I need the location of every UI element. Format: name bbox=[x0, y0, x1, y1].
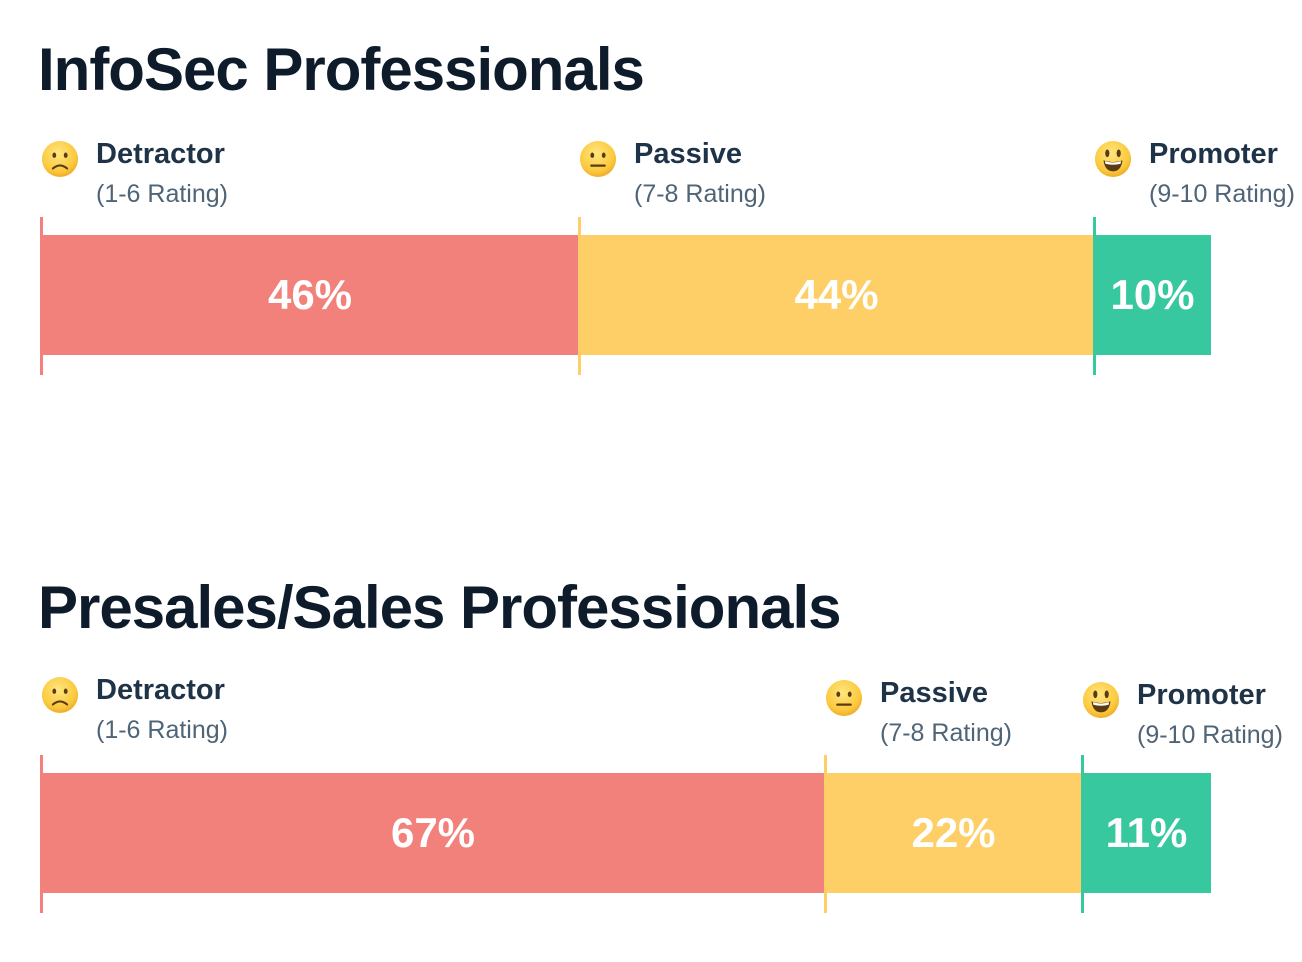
segment-start-tick-promoter bbox=[1081, 755, 1084, 913]
legend-label-promoter: Promoter bbox=[1149, 138, 1278, 170]
bar-segment-passive: 44% bbox=[579, 235, 1094, 355]
segment-start-tick-detractor bbox=[40, 217, 43, 375]
legend-range-passive: (7-8 Rating) bbox=[880, 719, 1012, 747]
legend-label-promoter: Promoter bbox=[1137, 679, 1266, 711]
segment-start-tick-detractor bbox=[40, 755, 43, 913]
data-label-promoter: 11% bbox=[1105, 809, 1188, 856]
frowning-face-icon bbox=[41, 676, 79, 714]
smiling-face-icon bbox=[1094, 140, 1132, 178]
nps-chart-presales-sales: Presales/Sales Professionals Detractor (1… bbox=[0, 0, 1302, 913]
legend-item-detractor: Detractor (1-6 Rating) bbox=[41, 140, 301, 210]
legend-item-promoter: Promoter (9-10 Rating) bbox=[1094, 140, 1302, 210]
bar-segment-passive: 22% bbox=[825, 773, 1082, 893]
data-label-passive: 44% bbox=[794, 271, 879, 318]
legend-range-detractor: (1-6 Rating) bbox=[96, 180, 228, 208]
legend-label-passive: Passive bbox=[880, 677, 989, 709]
nps-chart-infosec: InfoSec Professionals Detractor (1-6 Rati… bbox=[0, 0, 1302, 420]
smiling-face-icon bbox=[1082, 681, 1120, 719]
legend-item-detractor: Detractor (1-6 Rating) bbox=[41, 676, 301, 746]
data-label-promoter: 10% bbox=[1110, 271, 1195, 318]
bar-segment-detractor: 46% bbox=[41, 235, 579, 355]
legend-item-passive: Passive (7-8 Rating) bbox=[825, 679, 1085, 749]
data-label-detractor: 46% bbox=[267, 271, 353, 318]
data-label-detractor: 67% bbox=[390, 809, 476, 856]
stacked-bar: 67% 22% 11% bbox=[41, 773, 1211, 893]
frowning-face-icon bbox=[41, 140, 79, 178]
legend-item-promoter: Promoter (9-10 Rating) bbox=[1082, 681, 1302, 751]
bar-segment-promoter: 10% bbox=[1094, 235, 1211, 355]
legend-label-passive: Passive bbox=[634, 138, 743, 170]
legend-item-passive: Passive (7-8 Rating) bbox=[579, 140, 839, 210]
legend-range-passive: (7-8 Rating) bbox=[634, 180, 766, 208]
stacked-bar: 46% 44% 10% bbox=[41, 235, 1211, 355]
legend-range-promoter: (9-10 Rating) bbox=[1149, 180, 1295, 208]
neutral-face-icon bbox=[825, 679, 863, 717]
legend-range-detractor: (1-6 Rating) bbox=[96, 716, 228, 744]
legend-range-promoter: (9-10 Rating) bbox=[1137, 721, 1283, 749]
chart-title: Presales/Sales Professionals bbox=[38, 574, 842, 641]
segment-start-tick-promoter bbox=[1093, 217, 1096, 375]
bar-segment-promoter: 11% bbox=[1082, 773, 1211, 893]
segment-start-tick-passive bbox=[578, 217, 581, 375]
legend-label-detractor: Detractor bbox=[96, 138, 225, 170]
segment-start-tick-passive bbox=[824, 755, 827, 913]
bar-segment-detractor: 67% bbox=[41, 773, 825, 893]
legend-label-detractor: Detractor bbox=[96, 674, 225, 706]
chart-title: InfoSec Professionals bbox=[38, 36, 645, 103]
neutral-face-icon bbox=[579, 140, 617, 178]
data-label-passive: 22% bbox=[911, 809, 996, 856]
